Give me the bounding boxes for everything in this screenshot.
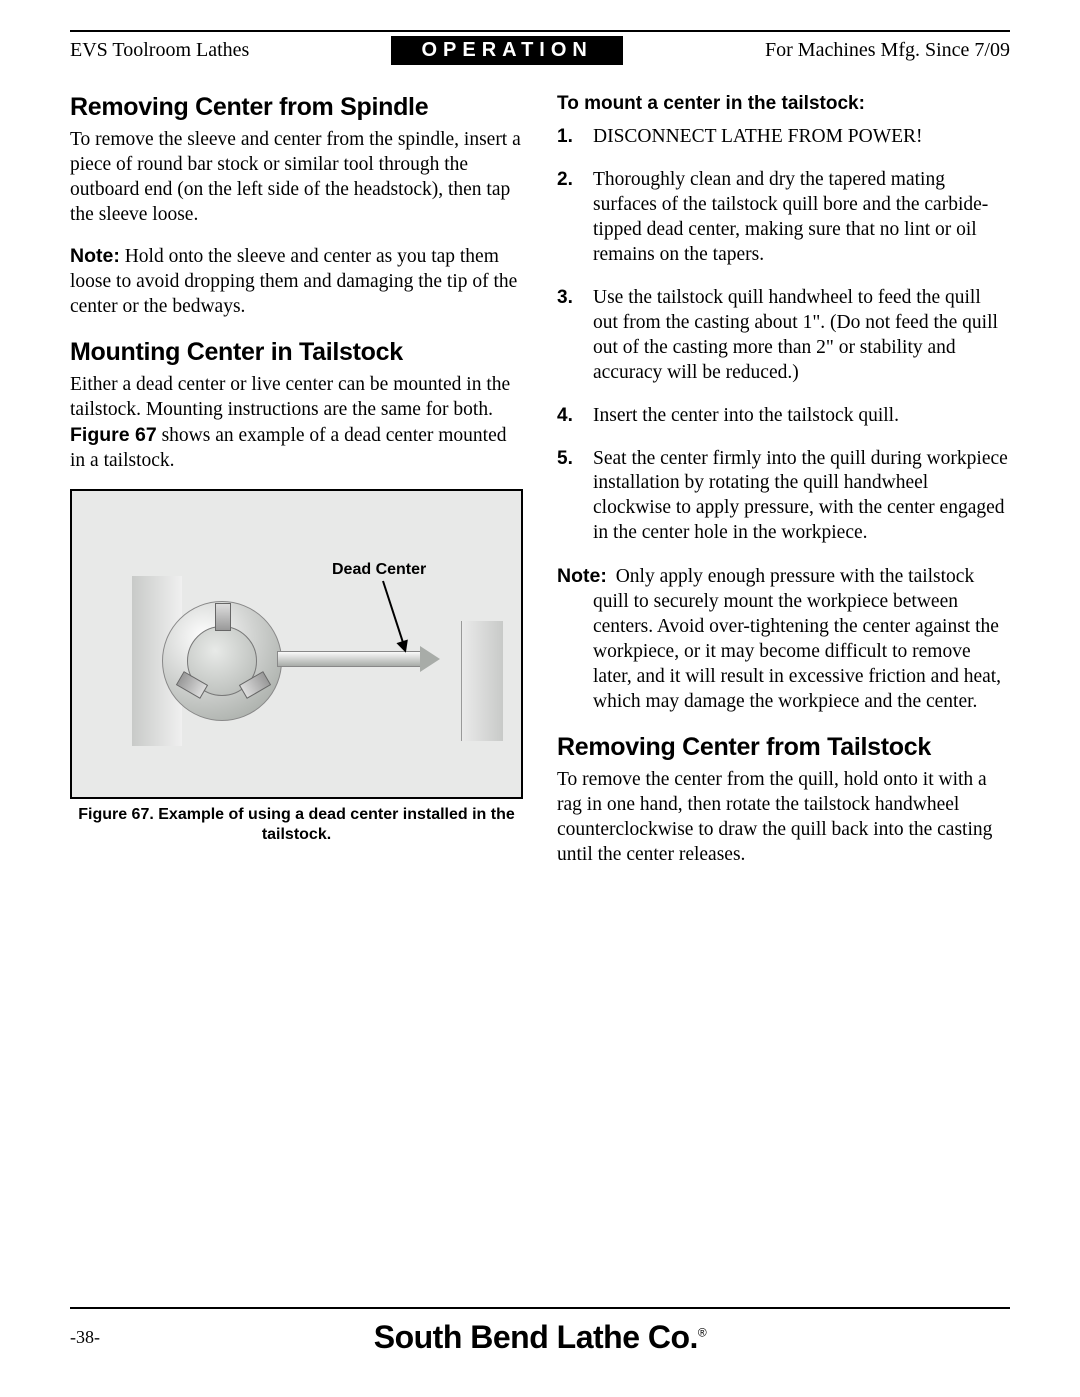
figure-callout: Dead Center bbox=[332, 561, 426, 579]
note-label: Note: bbox=[70, 245, 120, 267]
content-columns: Removing Center from Spindle To remove t… bbox=[70, 93, 1010, 1307]
mount-steps-list: DISCONNECT LATHE FROM POWER! Thoroughly … bbox=[557, 125, 1010, 546]
note-label: Note: bbox=[557, 565, 611, 587]
note-spindle: Note: Hold onto the sleeve and center as… bbox=[70, 244, 523, 320]
para-mount-tailstock: Either a dead center or live center can … bbox=[70, 373, 523, 474]
step-item: Seat the center firmly into the quill du… bbox=[557, 447, 1010, 547]
page: EVS Toolroom Lathes OPERATION For Machin… bbox=[0, 0, 1080, 1397]
figure-caption: Figure 67. Example of using a dead cente… bbox=[70, 805, 523, 845]
header-right: For Machines Mfg. Since 7/09 bbox=[765, 39, 1010, 62]
header-left: EVS Toolroom Lathes bbox=[70, 39, 249, 62]
right-column: To mount a center in the tailstock: DISC… bbox=[557, 93, 1010, 1307]
top-rule bbox=[70, 30, 1010, 32]
header-section-badge: OPERATION bbox=[391, 36, 622, 65]
figure-67: Dead Center bbox=[70, 489, 523, 799]
page-footer: -38- South Bend Lathe Co.® bbox=[70, 1307, 1010, 1357]
para-remove-tailstock: To remove the center from the quill, hol… bbox=[557, 768, 1010, 868]
figure-jaw bbox=[215, 603, 231, 631]
brand-text: South Bend Lathe Co. bbox=[374, 1319, 698, 1355]
figure-center-tip bbox=[420, 646, 440, 672]
figure-arrow-line bbox=[382, 581, 405, 646]
step-item: Thoroughly clean and dry the tapered mat… bbox=[557, 168, 1010, 268]
left-column: Removing Center from Spindle To remove t… bbox=[70, 93, 523, 1307]
step-item: Use the tailstock quill handwheel to fee… bbox=[557, 286, 1010, 386]
para-mount-a: Either a dead center or live center can … bbox=[70, 374, 510, 420]
registered-icon: ® bbox=[698, 1325, 706, 1339]
brand-name: South Bend Lathe Co.® bbox=[374, 1319, 707, 1356]
heading-remove-tailstock: Removing Center from Tailstock bbox=[557, 733, 1010, 762]
page-number: -38- bbox=[70, 1327, 100, 1348]
step-item: Insert the center into the tailstock qui… bbox=[557, 404, 1010, 429]
figure-tailstock bbox=[461, 621, 503, 741]
heading-remove-spindle: Removing Center from Spindle bbox=[70, 93, 523, 122]
para-remove-spindle: To remove the sleeve and center from the… bbox=[70, 128, 523, 228]
note-tailstock: Note: Only apply enough pressure with th… bbox=[557, 564, 1010, 715]
heading-mount-tailstock: Mounting Center in Tailstock bbox=[70, 338, 523, 367]
note-text: Hold onto the sleeve and center as you t… bbox=[70, 246, 517, 317]
page-header: EVS Toolroom Lathes OPERATION For Machin… bbox=[70, 36, 1010, 65]
step-item: DISCONNECT LATHE FROM POWER! bbox=[557, 125, 1010, 150]
subheading-mount-steps: To mount a center in the tailstock: bbox=[557, 93, 1010, 115]
note-text: Only apply enough pressure with the tail… bbox=[593, 566, 1001, 712]
figure-ref: Figure 67 bbox=[70, 424, 157, 446]
